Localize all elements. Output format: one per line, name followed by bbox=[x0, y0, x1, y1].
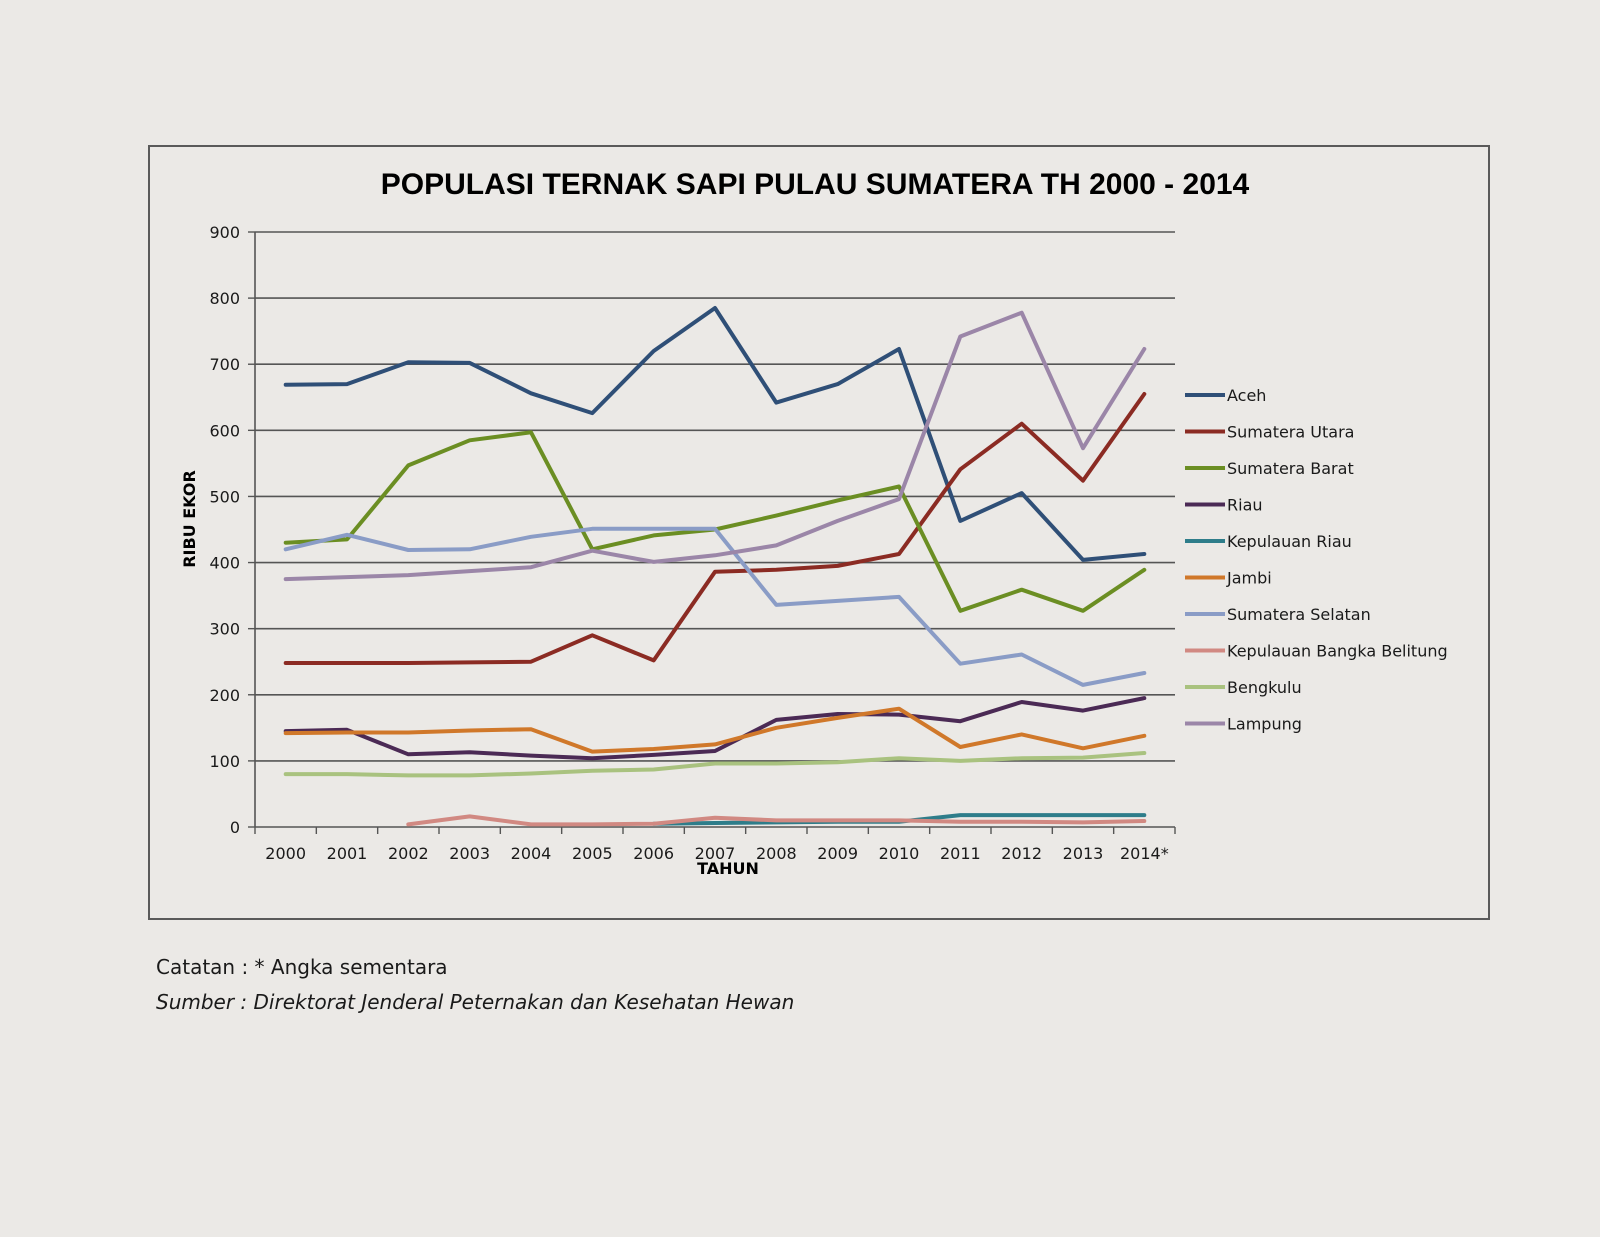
y-tick-label: 400 bbox=[209, 554, 240, 573]
line-chart: POPULASI TERNAK SAPI PULAU SUMATERA TH 2… bbox=[180, 168, 1448, 878]
series-line bbox=[283, 706, 1147, 754]
series-lampung bbox=[283, 310, 1147, 582]
x-tick-label: 2012 bbox=[1001, 844, 1042, 863]
chart-note: Catatan : * Angka sementara bbox=[156, 955, 448, 979]
series-aceh bbox=[283, 306, 1147, 562]
legend-label: Kepulauan Riau bbox=[1227, 532, 1352, 551]
series-sumatera-selatan bbox=[283, 526, 1147, 687]
legend: Aceh Sumatera Utara Sumatera Barat Riau Kepu… bbox=[1185, 386, 1448, 734]
legend-item: Riau bbox=[1185, 496, 1263, 515]
series-layer bbox=[283, 306, 1147, 827]
grid-layer bbox=[255, 231, 1175, 828]
legend-item: Kepulauan Riau bbox=[1185, 532, 1352, 551]
x-tick-label: 2001 bbox=[327, 844, 368, 863]
legend-item: Aceh bbox=[1185, 386, 1266, 405]
legend-item: Sumatera Barat bbox=[1185, 459, 1354, 478]
legend-label: Kepulauan Bangka Belitung bbox=[1227, 642, 1448, 661]
series-line bbox=[283, 310, 1147, 582]
x-tick-label: 2013 bbox=[1063, 844, 1104, 863]
series-sumatera-utara bbox=[283, 392, 1147, 665]
legend-label: Sumatera Utara bbox=[1227, 423, 1354, 442]
x-axis-title: TAHUN bbox=[697, 859, 759, 878]
chart-title: POPULASI TERNAK SAPI PULAU SUMATERA TH 2… bbox=[381, 168, 1250, 201]
legend-label: Lampung bbox=[1227, 715, 1302, 734]
legend-label: Sumatera Selatan bbox=[1227, 605, 1371, 624]
legend-label: Aceh bbox=[1227, 386, 1266, 405]
y-tick-label: 300 bbox=[209, 620, 240, 639]
x-tick-label: 2004 bbox=[511, 844, 552, 863]
x-tick-label: 2009 bbox=[817, 844, 858, 863]
x-tick-label: 2005 bbox=[572, 844, 613, 863]
y-tick-label: 800 bbox=[209, 289, 240, 308]
y-tick-label: 100 bbox=[209, 752, 240, 771]
y-tick-label: 700 bbox=[209, 355, 240, 374]
x-tick-label: 2006 bbox=[633, 844, 674, 863]
legend-item: Bengkulu bbox=[1185, 678, 1302, 697]
y-tick-label: 500 bbox=[209, 487, 240, 506]
series-kepulauan-bangka-belitung bbox=[406, 814, 1147, 827]
legend-label: Jambi bbox=[1226, 569, 1272, 588]
legend-label: Bengkulu bbox=[1227, 678, 1302, 697]
series-bengkulu bbox=[283, 751, 1147, 778]
legend-item: Kepulauan Bangka Belitung bbox=[1185, 642, 1448, 661]
series-sumatera-barat bbox=[283, 430, 1147, 613]
x-tick-label: 2008 bbox=[756, 844, 797, 863]
series-line bbox=[283, 430, 1147, 613]
x-tick-label: 2000 bbox=[265, 844, 306, 863]
series-line bbox=[283, 306, 1147, 562]
y-tick-label: 900 bbox=[209, 223, 240, 242]
series-line bbox=[283, 751, 1147, 778]
legend-item: Sumatera Utara bbox=[1185, 423, 1354, 442]
x-tick-label: 2003 bbox=[449, 844, 490, 863]
x-tick-label: 2011 bbox=[940, 844, 981, 863]
x-tick-label: 2007 bbox=[695, 844, 736, 863]
series-line bbox=[283, 696, 1147, 761]
chart-source: Sumber : Direktorat Jenderal Peternakan … bbox=[156, 990, 795, 1014]
chart-frame: POPULASI TERNAK SAPI PULAU SUMATERA TH 2… bbox=[148, 145, 1490, 920]
x-tick-label: 2010 bbox=[879, 844, 920, 863]
legend-label: Sumatera Barat bbox=[1227, 459, 1354, 478]
x-tick-label: 2002 bbox=[388, 844, 429, 863]
legend-label: Riau bbox=[1227, 496, 1263, 515]
series-riau bbox=[283, 696, 1147, 761]
legend-item: Jambi bbox=[1185, 569, 1272, 588]
y-axis-title: RIBU EKOR bbox=[180, 470, 199, 568]
series-jambi bbox=[283, 706, 1147, 754]
y-tick-label: 200 bbox=[209, 686, 240, 705]
x-tick-label: 2014* bbox=[1120, 844, 1169, 863]
y-tick-label: 600 bbox=[209, 421, 240, 440]
legend-item: Lampung bbox=[1185, 715, 1302, 734]
legend-item: Sumatera Selatan bbox=[1185, 605, 1371, 624]
axis-layer: 0 100 200 300 400 500 600 700 800 900 2000 2001 2002… bbox=[209, 223, 1176, 863]
y-tick-label: 0 bbox=[230, 818, 240, 837]
